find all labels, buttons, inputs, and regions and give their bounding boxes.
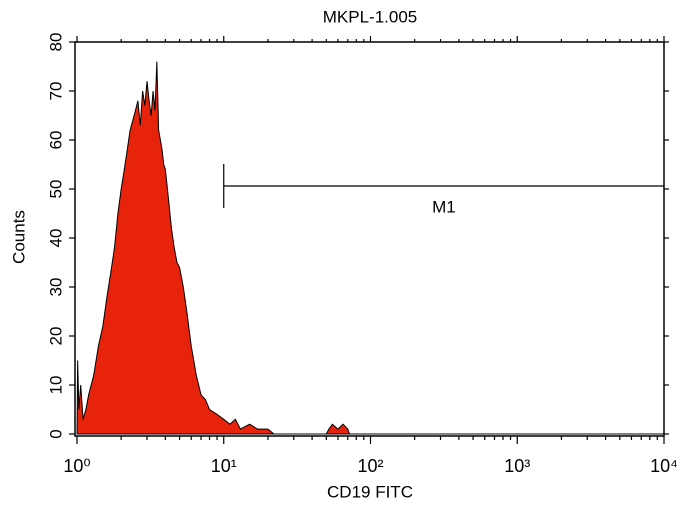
y-tick-label: 0 (46, 429, 65, 438)
x-axis-label: CD19 FITC (327, 482, 413, 501)
chart-title: MKPL-1.005 (323, 7, 418, 26)
y-tick-label: 50 (46, 180, 65, 199)
y-tick-label: 10 (46, 376, 65, 395)
gate-label: M1 (432, 197, 456, 216)
y-tick-label: 60 (46, 131, 65, 150)
y-tick-label: 30 (46, 278, 65, 297)
x-tick-label: 10² (357, 456, 383, 476)
y-tick-label: 70 (46, 82, 65, 101)
y-tick-label: 40 (46, 229, 65, 248)
x-tick-label: 10⁴ (650, 456, 678, 476)
y-tick-label: 80 (46, 33, 65, 52)
x-tick-label: 10⁰ (63, 456, 90, 476)
y-tick-label: 20 (46, 327, 65, 346)
x-tick-label: 10³ (504, 456, 530, 476)
histogram-area (76, 61, 664, 435)
y-axis-label: Counts (9, 210, 28, 264)
x-tick-label: 10¹ (211, 456, 237, 476)
plot-frame (74, 41, 665, 437)
